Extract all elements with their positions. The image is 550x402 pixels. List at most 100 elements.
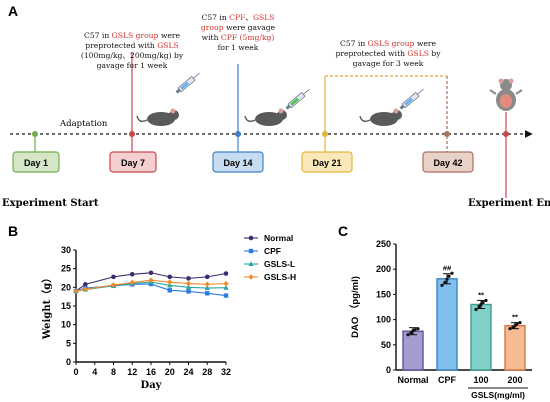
data-point (443, 280, 447, 284)
data-point (204, 274, 210, 280)
data-point (479, 302, 483, 307)
data-point (73, 288, 79, 294)
dao-chart: 0 50 100 150 200 250 DAO （pg/ml) Normal ## CPF ** 1… (349, 239, 532, 400)
data-point (167, 288, 172, 293)
syringe-icon (175, 72, 200, 94)
significance-label: ## (443, 264, 452, 273)
day21-dot (322, 131, 328, 137)
adaptation-label: Adaptation (59, 119, 108, 129)
data-point (248, 235, 254, 241)
note-segment: preprotected with (85, 41, 157, 50)
x-tick-label: 0 (73, 367, 78, 377)
data-point (248, 248, 254, 254)
y-tick-label: 150 (376, 289, 391, 299)
y-tick-label: 0 (386, 365, 391, 375)
note-segment: with (202, 33, 221, 42)
note-segment: C57 in (340, 39, 368, 48)
x-tick-label: 12 (127, 367, 137, 377)
day42-label: Day 42 (433, 158, 462, 168)
dissected-mouse-icon (489, 78, 523, 111)
data-point (445, 277, 449, 281)
legend-item: GSLS-H (244, 272, 296, 282)
bar-group (402, 327, 424, 371)
data-point (186, 276, 191, 281)
y-tick-label: 20 (61, 282, 71, 292)
data-point (223, 271, 229, 276)
mouse-icon (359, 108, 402, 126)
data-point (110, 282, 117, 288)
data-point (248, 274, 254, 280)
note-line: preprotected with GSLS (85, 41, 178, 50)
x-tick-label: 4 (92, 367, 97, 377)
legend-label: GSLS-H (264, 272, 296, 282)
data-point (508, 327, 512, 331)
day1-dot (32, 131, 38, 137)
note-segment: C57 in (202, 13, 230, 22)
note-line: (100mg/kg、200mg/kg) by (81, 51, 184, 60)
x-tick-label: 16 (146, 367, 156, 377)
note-segment: GSLS group (112, 31, 159, 40)
note-segment: gavage for 3 week (353, 59, 424, 68)
day14-dot (235, 131, 241, 137)
data-point (82, 286, 88, 292)
note-segment: GSLS (407, 49, 429, 58)
x-axis-label: Day (141, 380, 163, 391)
day21-label: Day 21 (312, 158, 341, 168)
x-tick-label: 20 (165, 367, 175, 377)
data-point (185, 284, 192, 290)
bar (504, 324, 526, 371)
group-label: GSLS(mg/ml) (471, 390, 525, 400)
data-point (447, 274, 451, 278)
data-point (223, 280, 229, 287)
data-point (484, 298, 488, 303)
data-point (409, 331, 413, 335)
note-line: with CPF (5mg/kg) (202, 33, 275, 42)
data-point (167, 282, 173, 288)
data-point (518, 321, 522, 325)
bar-group: ** (504, 313, 526, 371)
y-tick-label: 25 (61, 264, 71, 274)
legend-item: Normal (244, 233, 293, 243)
bar-group: ** (470, 290, 492, 371)
day14-box (212, 151, 264, 173)
day21-box (301, 151, 353, 173)
bar-group: ## (436, 264, 458, 371)
y-axis-label: Weight（g） (40, 273, 53, 340)
data-point (440, 283, 444, 287)
data-point (204, 281, 210, 288)
bar (470, 303, 492, 371)
y-tick-label: 5 (66, 338, 71, 348)
data-point (111, 274, 116, 280)
note-segment: GSLS (157, 41, 179, 50)
y-tick-label: 30 (61, 245, 71, 255)
series-gsls-h (73, 277, 229, 294)
mouse-icon (244, 108, 287, 126)
end-dot (503, 131, 509, 137)
data-point (416, 327, 420, 331)
note-segment: 、 (245, 13, 253, 22)
note-segment: were (414, 39, 436, 48)
data-point (248, 261, 254, 266)
y-axis-label: DAO （pg/ml) (349, 276, 361, 338)
note-segment: GSLS group (368, 39, 415, 48)
y-tick-label: 50 (381, 340, 391, 350)
panel-b: B 0 4 8 12 16 20 24 28 32 0 5 10 15 20 25 30 Day Weight（g… (8, 223, 296, 391)
data-point (185, 280, 192, 287)
experiment-start-label: Experiment Start (2, 198, 99, 209)
y-tick-label: 250 (376, 239, 391, 249)
legend-item: GSLS-L (244, 259, 295, 269)
note-line: C57 in GSLS group were (84, 31, 180, 40)
data-point (477, 304, 481, 309)
note-segment: group (201, 23, 224, 32)
panel-a-letter: A (8, 3, 18, 19)
day7-box (109, 151, 157, 173)
data-point (204, 285, 210, 291)
day14-label: Day 14 (223, 158, 252, 168)
note-segment: were (158, 31, 180, 40)
note-line: C57 in CPF、GSLS (202, 13, 275, 22)
weight-chart: 0 4 8 12 16 20 24 28 32 0 5 10 15 20 25 30 Day Weight（g） N… (40, 233, 296, 391)
note-line: group were gavage (201, 23, 276, 32)
category-label: 100 (473, 375, 488, 385)
